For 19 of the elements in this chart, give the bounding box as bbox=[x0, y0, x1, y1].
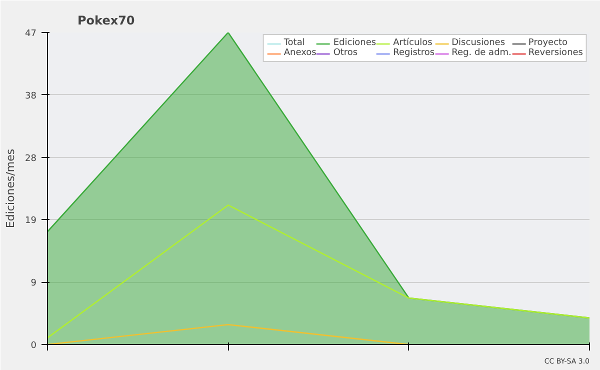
legend-label: Otros bbox=[333, 48, 358, 58]
y-tick-label: 28 bbox=[25, 154, 37, 164]
legend-label: Registros bbox=[393, 48, 435, 58]
y-tick-label: 0 bbox=[30, 341, 37, 351]
legend-label: Reg. de adm. bbox=[452, 48, 512, 58]
y-tick-label: 38 bbox=[25, 91, 37, 102]
y-tick-label: 9 bbox=[30, 278, 37, 289]
legend-label: Discusiones bbox=[452, 38, 506, 48]
y-tick-label: 47 bbox=[25, 29, 36, 39]
legend-label: Anexos bbox=[284, 48, 316, 58]
y-axis-title: Ediciones/mes bbox=[4, 148, 18, 228]
line-series bbox=[48, 204, 590, 339]
legend-label: Proyecto bbox=[528, 38, 568, 48]
legend-label: Reversiones bbox=[528, 48, 583, 58]
legend-label: Ediciones bbox=[333, 38, 376, 48]
legend-label: Total bbox=[284, 38, 305, 48]
y-tick-label: 19 bbox=[25, 216, 37, 226]
legend-label: Artículos bbox=[393, 38, 432, 48]
chart-title: Pokex70 bbox=[78, 14, 135, 28]
